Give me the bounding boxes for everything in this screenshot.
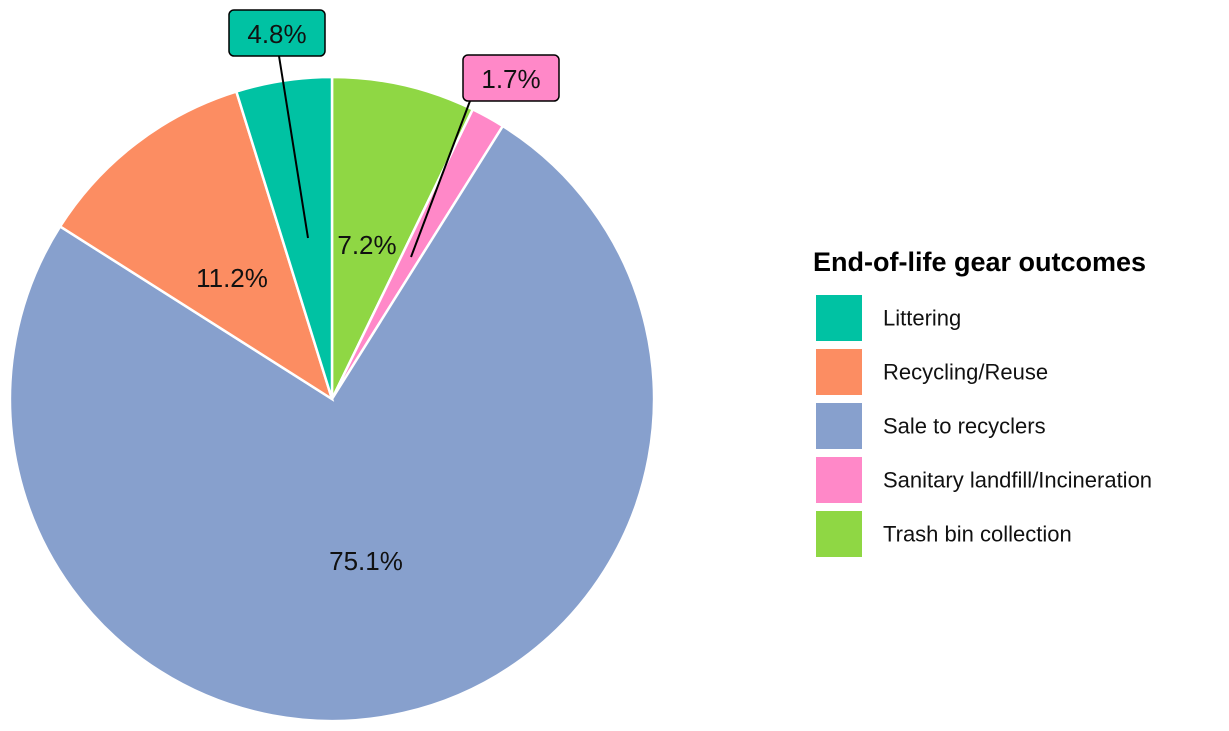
slice-label-recycling-reuse: 11.2%	[196, 263, 268, 293]
slice-label-trash-bin-collection: 7.2%	[337, 230, 396, 260]
slice-label-sale-to-recyclers: 75.1%	[329, 546, 403, 576]
legend-key-littering	[816, 295, 862, 341]
callout-box-sanitary-landfill-incineration	[462, 54, 560, 102]
pie-slice-recycling-reuse	[58, 89, 335, 402]
slice-labels: 7.2% 75.1% 11.2%	[196, 230, 403, 576]
legend-key-trash-bin-collection	[816, 511, 862, 557]
legend-label-littering: Littering	[883, 306, 961, 331]
slice-callouts: 1.7% 4.8%	[228, 9, 560, 258]
legend-key-recycling-reuse	[816, 349, 862, 395]
legend-label-sanitary-landfill-incineration: Sanitary landfill/Incineration	[883, 468, 1152, 493]
callout-label-littering: 4.8%	[247, 19, 306, 49]
legend-key-sanitary-landfill-incineration	[816, 457, 862, 503]
legend-label-recycling-reuse: Recycling/Reuse	[883, 360, 1048, 385]
legend-key-sale-to-recyclers	[816, 403, 862, 449]
legend-label-trash-bin-collection: Trash bin collection	[883, 522, 1072, 547]
callout-leader-littering	[278, 55, 309, 239]
callout-label-sanitary-landfill-incineration: 1.7%	[481, 64, 540, 94]
callout-leader-sanitary-landfill-incineration	[410, 100, 471, 258]
legend-title: End-of-life gear outcomes	[813, 247, 1146, 277]
legend-label-sale-to-recyclers: Sale to recyclers	[883, 414, 1046, 439]
callout-box-littering	[228, 9, 326, 57]
pie-slices	[8, 75, 656, 723]
pie-slice-sale-to-recyclers	[8, 124, 656, 723]
legend: End-of-life gear outcomes Littering Recyc…	[813, 247, 1152, 557]
